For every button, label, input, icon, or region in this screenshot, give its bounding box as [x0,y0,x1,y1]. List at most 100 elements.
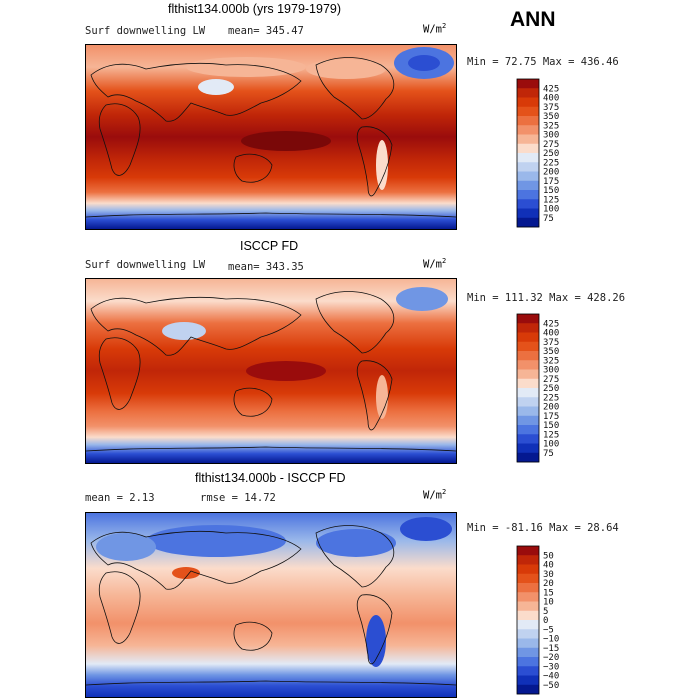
colorbar-swatch [517,675,539,686]
panel-2-mean: mean= 343.35 [228,261,304,273]
colorbar-swatch [517,452,539,463]
panel-1-colorbar-svg: 4254003753503253002752502252001751501251… [516,78,559,228]
panel-1-units: W/m2 [423,22,447,36]
panel-1-andes [376,140,388,190]
colorbar-swatch [517,369,539,380]
panel-1-mean: mean= 345.47 [228,25,304,37]
colorbar-swatch [517,434,539,444]
colorbar-swatch [517,425,539,435]
colorbar-tick-label: 300 [543,366,559,376]
colorbar-swatch [517,125,539,135]
panel-1-tibet [198,79,234,95]
panel-2-variable: Surf downwelling LW [85,259,206,271]
panel-1-coastlines [86,57,456,218]
colorbar-tick-label: 100 [543,205,559,215]
colorbar-tick-label: 5 [543,607,548,617]
colorbar-swatch [517,314,539,324]
colorbar-tick-label: 150 [543,186,559,196]
colorbar-tick-label: 325 [543,121,559,131]
colorbar-tick-label: 40 [543,561,554,571]
panel-1-colorbar: 425 400 375 350 325 300 275 250 225 200 175 150 125 1… [516,78,577,229]
colorbar-swatch [517,97,539,108]
colorbar-tick-label: 350 [543,112,559,122]
panel-2-title: ISCCP FD [240,239,299,253]
colorbar-tick-label: 200 [543,403,559,413]
colorbar-tick-label: 225 [543,158,559,168]
panel-3-map-svg [86,513,456,697]
colorbar-tick-label: 250 [543,384,559,394]
colorbar-swatch [517,208,539,219]
colorbar-swatch [517,397,539,407]
colorbar-tick-label: 225 [543,393,559,403]
colorbar-tick-label: 325 [543,356,559,366]
colorbar-swatch [517,378,539,389]
colorbar-swatch [517,171,539,182]
colorbar-tick-label: −50 [543,681,559,691]
colorbar-tick-label: 425 [543,84,559,94]
colorbar-tick-label: 15 [543,588,554,598]
colorbar-swatch [517,573,539,584]
colorbar-swatch [517,351,539,361]
colorbar-frame [516,545,540,695]
panel-3-tibet-bias [172,567,200,579]
panel-1-map-svg [86,45,456,229]
colorbar-swatch [517,153,539,163]
colorbar-swatch [517,666,539,676]
colorbar-swatch [517,341,539,352]
colorbar-tick-label: 400 [543,94,559,104]
panel-2-tibet [162,322,206,340]
colorbar-tick-label: 400 [543,329,559,339]
panel-3-coastlines [86,525,456,686]
colorbar-swatch [517,647,539,658]
colorbar-tick-label: 30 [543,570,554,580]
panel-1-minmax: Min = 72.75 Max = 436.46 [467,56,619,68]
colorbar-swatch [517,629,539,639]
panel-3-andes-bias [366,615,386,667]
colorbar-tick-label: 425 [543,319,559,329]
colorbar-swatch [517,106,539,117]
panel-3-mean: mean = 2.13 [85,492,155,504]
colorbar-swatch [517,657,539,667]
colorbar-swatch [517,162,539,172]
colorbar-swatch [517,134,539,145]
colorbar-frame [516,78,540,228]
colorbar-tick-label: 0 [543,616,548,626]
colorbar-swatch [517,217,539,228]
panel-3-colorbar: 50 40 30 20 15 10 5 0 −5 −10 −15 −20 −30 −40 −50 [516,545,577,696]
panel-3-eurasia-bias [146,525,286,557]
colorbar-swatch [517,620,539,630]
season-label: ANN [510,8,556,31]
colorbar-tick-label: 10 [543,598,554,608]
panel-2-minmax: Min = 111.32 Max = 428.26 [467,292,626,304]
colorbar-tick-label: 150 [543,421,559,431]
panel-3-units: W/m2 [423,488,447,502]
colorbar-swatch [517,601,539,612]
colorbar-swatch [517,79,539,89]
colorbar-swatch [517,555,539,565]
panel-2-greenland [396,287,448,311]
colorbar-swatch [517,332,539,343]
panel-3-minmax: Min = -81.16 Max = 28.64 [467,522,619,534]
panel-1-warm-pool [241,131,331,151]
colorbar-swatch [517,360,539,370]
colorbar-swatch [517,638,539,649]
colorbar-tick-label: 20 [543,579,554,589]
colorbar-swatch [517,116,539,126]
colorbar-swatch [517,564,539,575]
panel-2-coastlines [86,291,456,452]
colorbar-swatch [517,143,539,154]
panel-3-title: flthist134.000b - ISCCP FD [195,471,346,485]
panel-2-warm-pool [246,361,326,381]
colorbar-swatch [517,199,539,209]
colorbar-tick-label: 50 [543,551,554,561]
colorbar-frame [516,313,540,463]
colorbar-tick-label: −5 [543,625,554,635]
colorbar-tick-label: 100 [543,440,559,450]
colorbar-swatch [517,592,539,602]
colorbar-tick-label: 125 [543,430,559,440]
panel-2-map [85,278,457,464]
colorbar-tick-label: 75 [543,449,554,459]
colorbar-tick-label: 250 [543,149,559,159]
colorbar-tick-label: −20 [543,653,559,663]
